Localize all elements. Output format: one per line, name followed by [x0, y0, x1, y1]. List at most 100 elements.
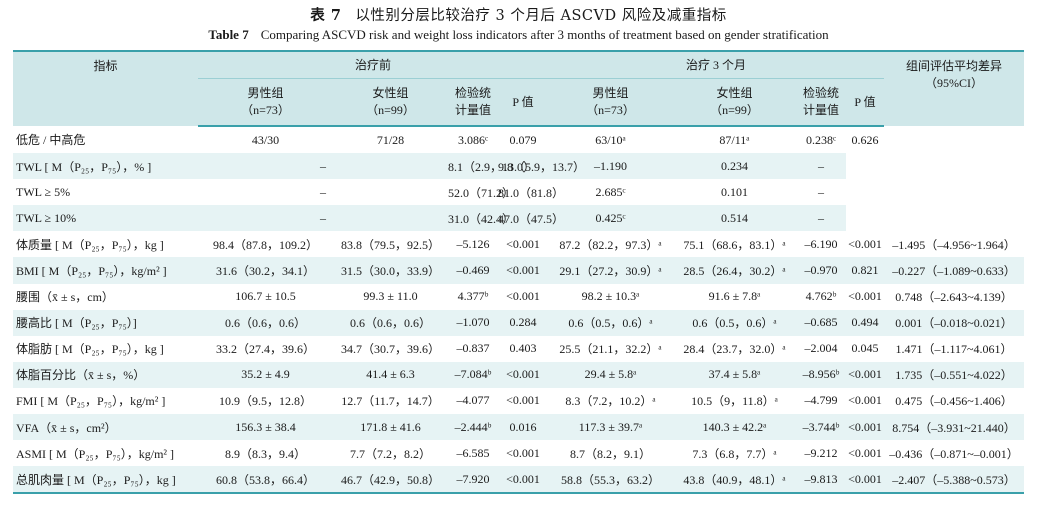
after-female-cell: 91.6 ± 7.8ᵃ — [708, 289, 761, 304]
table-row: 体脂肪 [ M（P₂₅，P₇₅），kg ] 33.2（27.4，39.6） 34.7… — [13, 336, 1024, 362]
before-male-cell: – — [198, 153, 448, 180]
before-p-cell: <0.001 — [506, 393, 540, 408]
after-male-cell: 8.7（8.2，9.1） — [570, 446, 652, 461]
after-stat-cell: –6.190 — [804, 236, 838, 251]
table-number-cn: 表 7 — [310, 7, 342, 24]
after-male-cell: 63/10ᵃ — [595, 132, 626, 147]
header-stat-line1: 检验统 — [803, 86, 840, 100]
before-male-cell: 43/30 — [251, 132, 280, 147]
after-p-cell: <0.001 — [848, 236, 882, 251]
table-row: 总肌肉量 [ M（P₂₅，P₇₅），kg ] 60.8（53.8，66.4） 46.… — [13, 466, 1025, 494]
before-female-cell: 31.5（30.0，33.9） — [333, 257, 448, 284]
after-stat-cell: –0.685 — [796, 309, 847, 336]
before-female-cell: 71/28 — [376, 132, 405, 147]
header-male-before: 男性组 （n=73） — [198, 78, 333, 127]
after-p-cell: 0.514 — [673, 205, 797, 232]
group-diff-cell: –0.436（–0.871~–0.001） — [889, 446, 1019, 461]
after-stat-cell: –2.004 — [804, 341, 838, 356]
before-p-cell: <0.001 — [506, 445, 540, 460]
before-male-cell: 156.3 ± 38.4 — [198, 414, 333, 441]
after-female-cell: 87/11ᵃ — [719, 132, 750, 147]
table-row: 腰高比 [ M（P₂₅，P₇₅）] 0.6（0.6，0.6） 0.6（0.6，0.6… — [13, 309, 1025, 336]
after-male-cell: 0.6（0.5，0.6）ᵃ — [548, 309, 674, 336]
after-stat-cell: –0.970 — [796, 257, 847, 284]
group-diff-cell: –1.495（–4.956~1.964） — [892, 237, 1016, 252]
after-male-cell: 87.2（82.2，97.3）ᵃ — [559, 237, 662, 252]
before-p-cell: 0.079 — [509, 132, 537, 147]
table-row: TWL [ M（P₂₅，P₇₅），% ] –8.1（2.9，13.0） 9.8（5.… — [13, 153, 1024, 180]
before-p-cell: <0.001 — [498, 257, 549, 284]
after-p-cell: 0.101 — [721, 184, 749, 199]
header-male-label: 男性组 — [592, 86, 629, 100]
after-p-cell: <0.001 — [846, 466, 885, 494]
before-male-cell: 33.2（27.4，39.6） — [215, 342, 315, 357]
table-title-en: Comparing ASCVD risk and weight loss ind… — [260, 27, 829, 42]
before-p-cell: 0.016 — [498, 414, 549, 441]
table-caption-en: Table 7 Comparing ASCVD risk and weight l… — [0, 27, 1037, 43]
row-label-cell: 腰围（x̄ ± s，cm） — [16, 290, 114, 305]
before-male-cell: – — [320, 184, 326, 199]
after-female-cell: 81.0（81.8） — [498, 185, 565, 200]
group-diff-cell — [884, 126, 1024, 153]
header-stat-before: 检验统 计量值 — [448, 78, 498, 127]
after-p-cell: <0.001 — [846, 414, 885, 441]
group-diff-cell: 1.735（–0.551~4.022） — [884, 361, 1025, 388]
row-label-cell: BMI [ M（P₂₅，P₇₅），kg/m² ] — [13, 257, 198, 284]
header-p-after: P 值 — [846, 78, 885, 127]
table-row: BMI [ M（P₂₅，P₇₅），kg/m² ] 31.6（30.2，34.1） 3… — [13, 257, 1025, 284]
table-number-en: Table 7 — [208, 27, 249, 42]
table-row: TWL ≥ 10% –31.0（42.4） 47.0（47.5） 0.425ᶜ 0.51… — [13, 205, 1024, 232]
table-row: TWL ≥ 5% – 52.0（71.2） 81.0（81.8） 2.685ᶜ 0.101… — [13, 179, 1024, 205]
row-label-cell: 总肌肉量 [ M（P₂₅，P₇₅），kg ] — [13, 466, 198, 494]
header-indicator: 指标 — [13, 51, 198, 126]
header-stat-after: 检验统 计量值 — [796, 78, 847, 127]
after-p-cell: 0.626 — [851, 132, 879, 147]
header-after-treatment: 治疗 3 个月 — [548, 51, 885, 79]
before-female-cell: 83.8（79.5，92.5） — [340, 237, 440, 252]
header-female-n: （n=99） — [710, 103, 759, 117]
after-stat-cell: –3.744ᵇ — [796, 414, 847, 441]
header-female-n: （n=99） — [366, 103, 415, 117]
table-row: VFA（x̄ ± s，cm²） 156.3 ± 38.4 171.8 ± 41.6–… — [13, 414, 1025, 441]
after-female-cell: 9.8（5.9，13.7） — [498, 153, 585, 180]
after-male-cell: 31.0（42.4） — [448, 205, 514, 232]
header-stat-line1: 检验统 — [454, 86, 491, 100]
after-female-cell: 43.8（40.9，48.1）ᵃ — [673, 466, 797, 494]
row-label-cell: 体质量 [ M（P₂₅，P₇₅），kg ] — [16, 237, 164, 252]
after-p-cell: <0.001 — [846, 361, 885, 388]
after-male-cell: 8.3（7.2，10.2）ᵃ — [565, 394, 656, 409]
before-p-cell: 0.284 — [498, 309, 549, 336]
results-table: 指标 治疗前 治疗 3 个月 组间评估平均差异 （95%CI） 男性组 （n=73… — [13, 50, 1025, 495]
table-row: 体脂百分比（x̄ ± s，%） 35.2 ± 4.9 41.4 ± 6.3 –7.08… — [13, 361, 1025, 388]
before-p-cell: <0.001 — [506, 289, 540, 304]
row-label-cell: FMI [ M（P₂₅，P₇₅），kg/m² ] — [16, 394, 166, 409]
header-group-diff-line2: （95%CI） — [925, 76, 984, 90]
table-row: 腰围（x̄ ± s，cm） 106.7 ± 10.5 99.3 ± 11.0 4.37… — [13, 284, 1024, 310]
after-male-cell: 25.5（21.1，32.2）ᵃ — [559, 342, 662, 357]
row-label-cell: 体脂百分比（x̄ ± s，%） — [13, 361, 198, 388]
after-stat-cell: 0.238ᶜ — [805, 132, 837, 147]
after-male-cell: 29.1（27.2，30.9）ᵃ — [548, 257, 674, 284]
before-male-cell: 31.6（30.2，34.1） — [198, 257, 333, 284]
table-body: 低危 / 中高危 43/30 71/28 3.086ᶜ 0.079 63/10ᵃ 87/11… — [13, 126, 1025, 494]
group-diff-cell: – — [796, 205, 847, 232]
after-male-cell: 52.0（71.2） — [448, 185, 515, 200]
before-female-cell: 34.7（30.7，39.6） — [340, 342, 440, 357]
after-female-cell: 75.1（68.6，83.1）ᵃ — [683, 237, 786, 252]
before-female-cell: 12.7（11.7，14.7） — [341, 394, 440, 409]
table-title-cn: 以性别分层比较治疗 3 个月后 ASCVD 风险及减重指标 — [355, 8, 727, 24]
after-stat-cell: 4.762ᵇ — [805, 289, 837, 304]
header-female-label: 女性组 — [716, 86, 753, 100]
after-stat-cell: 0.425ᶜ — [548, 205, 674, 232]
header-female-before: 女性组 （n=99） — [333, 78, 448, 127]
before-male-cell: 10.9（9.5，12.8） — [218, 394, 312, 409]
after-male-cell: 117.3 ± 39.7ᵃ — [548, 414, 674, 441]
header-female-after: 女性组 （n=99） — [673, 78, 797, 127]
after-p-cell: 0.821 — [846, 257, 885, 284]
table-row: ASMI [ M（P₂₅，P₇₅），kg/m² ] 8.9（8.3，9.4） 7.7… — [13, 440, 1024, 466]
after-female-cell: 28.4（23.7，32.0）ᵃ — [683, 342, 786, 357]
before-male-cell: 60.8（53.8，66.4） — [198, 466, 333, 494]
before-stat-cell: –7.920 — [448, 466, 498, 494]
after-p-cell: 0.045 — [851, 341, 879, 356]
